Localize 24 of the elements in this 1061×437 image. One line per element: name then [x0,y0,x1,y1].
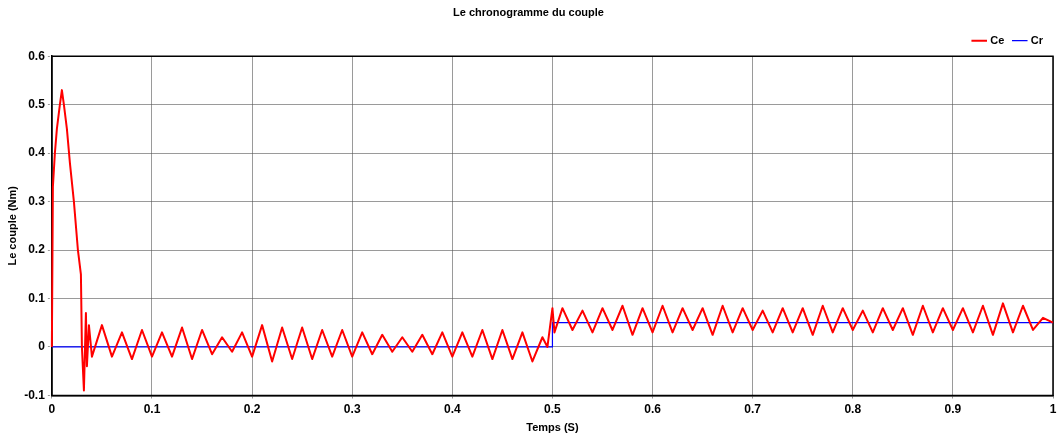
chart-title: Le chronogramme du couple [453,5,604,18]
x-axis-title: Temps (S) [526,421,579,434]
x-tick-label: 0.3 [343,401,361,416]
x-tick-label: 0.9 [944,401,962,416]
y-tick-label: 0.2 [28,242,46,257]
y-tick-label: 0 [38,339,46,354]
y-axis-title: Le couple (Nm) [5,185,18,266]
x-tick-label: 0.7 [744,401,762,416]
y-tick-label: 0.5 [28,96,46,111]
legend-label: Cr [1030,33,1044,46]
y-tick-label: -0.1 [24,387,46,402]
y-tick-label: 0.4 [28,145,46,160]
y-tick-label: 0.6 [28,48,46,63]
x-tick-label: 0.5 [544,401,562,416]
y-tick-label: 0.3 [28,193,46,208]
x-tick-label: 0 [48,401,56,416]
x-tick-label: 1 [1049,401,1057,416]
x-tick-label: 0.1 [143,401,161,416]
x-tick-label: 0.8 [844,401,862,416]
legend-label: Ce [990,33,1005,46]
y-tick-label: 0.1 [28,290,46,305]
x-tick-label: 0.6 [644,401,662,416]
x-tick-label: 0.4 [443,401,461,416]
x-tick-label: 0.2 [243,401,261,416]
